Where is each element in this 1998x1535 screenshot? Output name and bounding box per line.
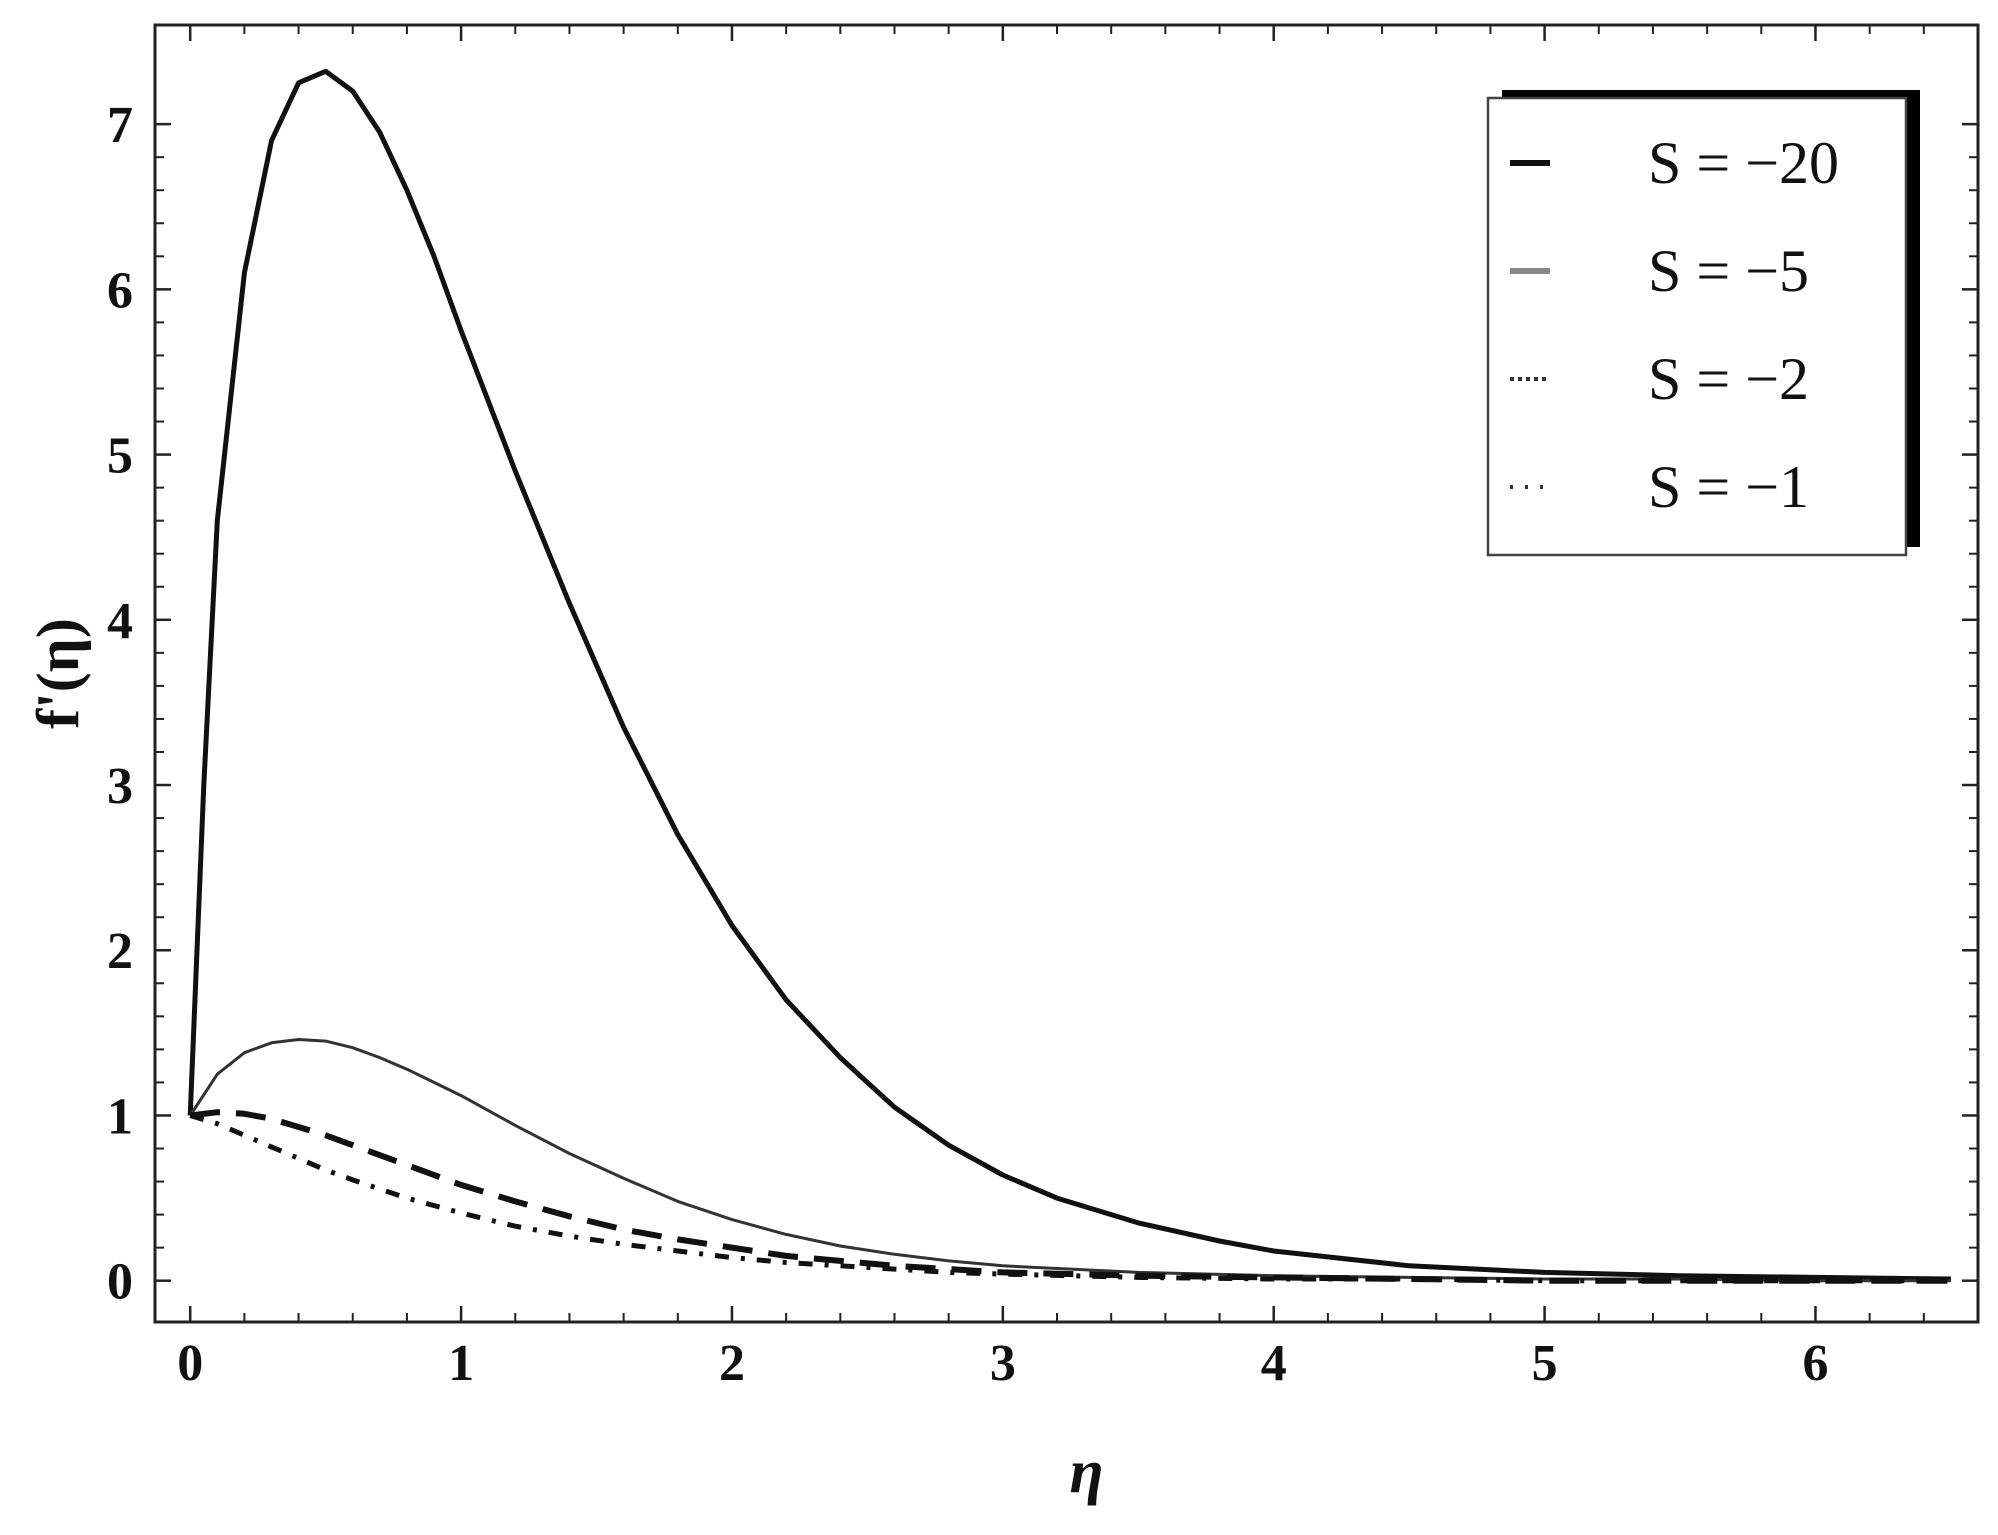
x-tick-label: 4 bbox=[1261, 1335, 1287, 1392]
x-axis-title: η bbox=[1069, 1438, 1103, 1506]
y-tick-label: 3 bbox=[107, 758, 133, 815]
legend-box bbox=[1486, 96, 1908, 557]
y-tick-label: 7 bbox=[107, 97, 133, 154]
series-line-2 bbox=[188, 1038, 1951, 1283]
y-tick-label: 0 bbox=[107, 1254, 133, 1311]
x-tick-label: 0 bbox=[177, 1335, 203, 1392]
y-tick-label: 2 bbox=[107, 923, 133, 980]
legend-label-4: S = −1 bbox=[1648, 454, 1809, 520]
series-line-1 bbox=[187, 68, 1951, 1282]
y-tick-label: 1 bbox=[107, 1088, 133, 1145]
x-tick-label: 1 bbox=[448, 1335, 474, 1392]
legend: S = −20 S = −5 S = −2 S = −1 bbox=[1486, 90, 1920, 557]
x-tick-label: 3 bbox=[990, 1335, 1016, 1392]
plot-layer: 0 1 2 3 4 5 6 0 1 2 3 4 5 6 7 η f'(η) bbox=[25, 23, 1980, 1506]
plot-frame bbox=[153, 23, 1980, 1324]
series-line-4 bbox=[189, 1113, 1951, 1284]
y-tick-label: 5 bbox=[107, 428, 133, 485]
legend-label-1: S = −20 bbox=[1648, 130, 1839, 196]
legend-label-2: S = −5 bbox=[1648, 238, 1809, 304]
x-tick-label: 2 bbox=[719, 1335, 745, 1392]
y-tick-label: 4 bbox=[107, 593, 133, 650]
x-tick-label: 6 bbox=[1802, 1335, 1828, 1392]
legend-label-3: S = −2 bbox=[1648, 346, 1809, 412]
y-axis-title: f'(η) bbox=[25, 618, 91, 729]
x-tick-label: 5 bbox=[1532, 1335, 1558, 1392]
y-tick-label: 6 bbox=[107, 262, 133, 319]
series-line-3 bbox=[189, 1109, 1951, 1284]
